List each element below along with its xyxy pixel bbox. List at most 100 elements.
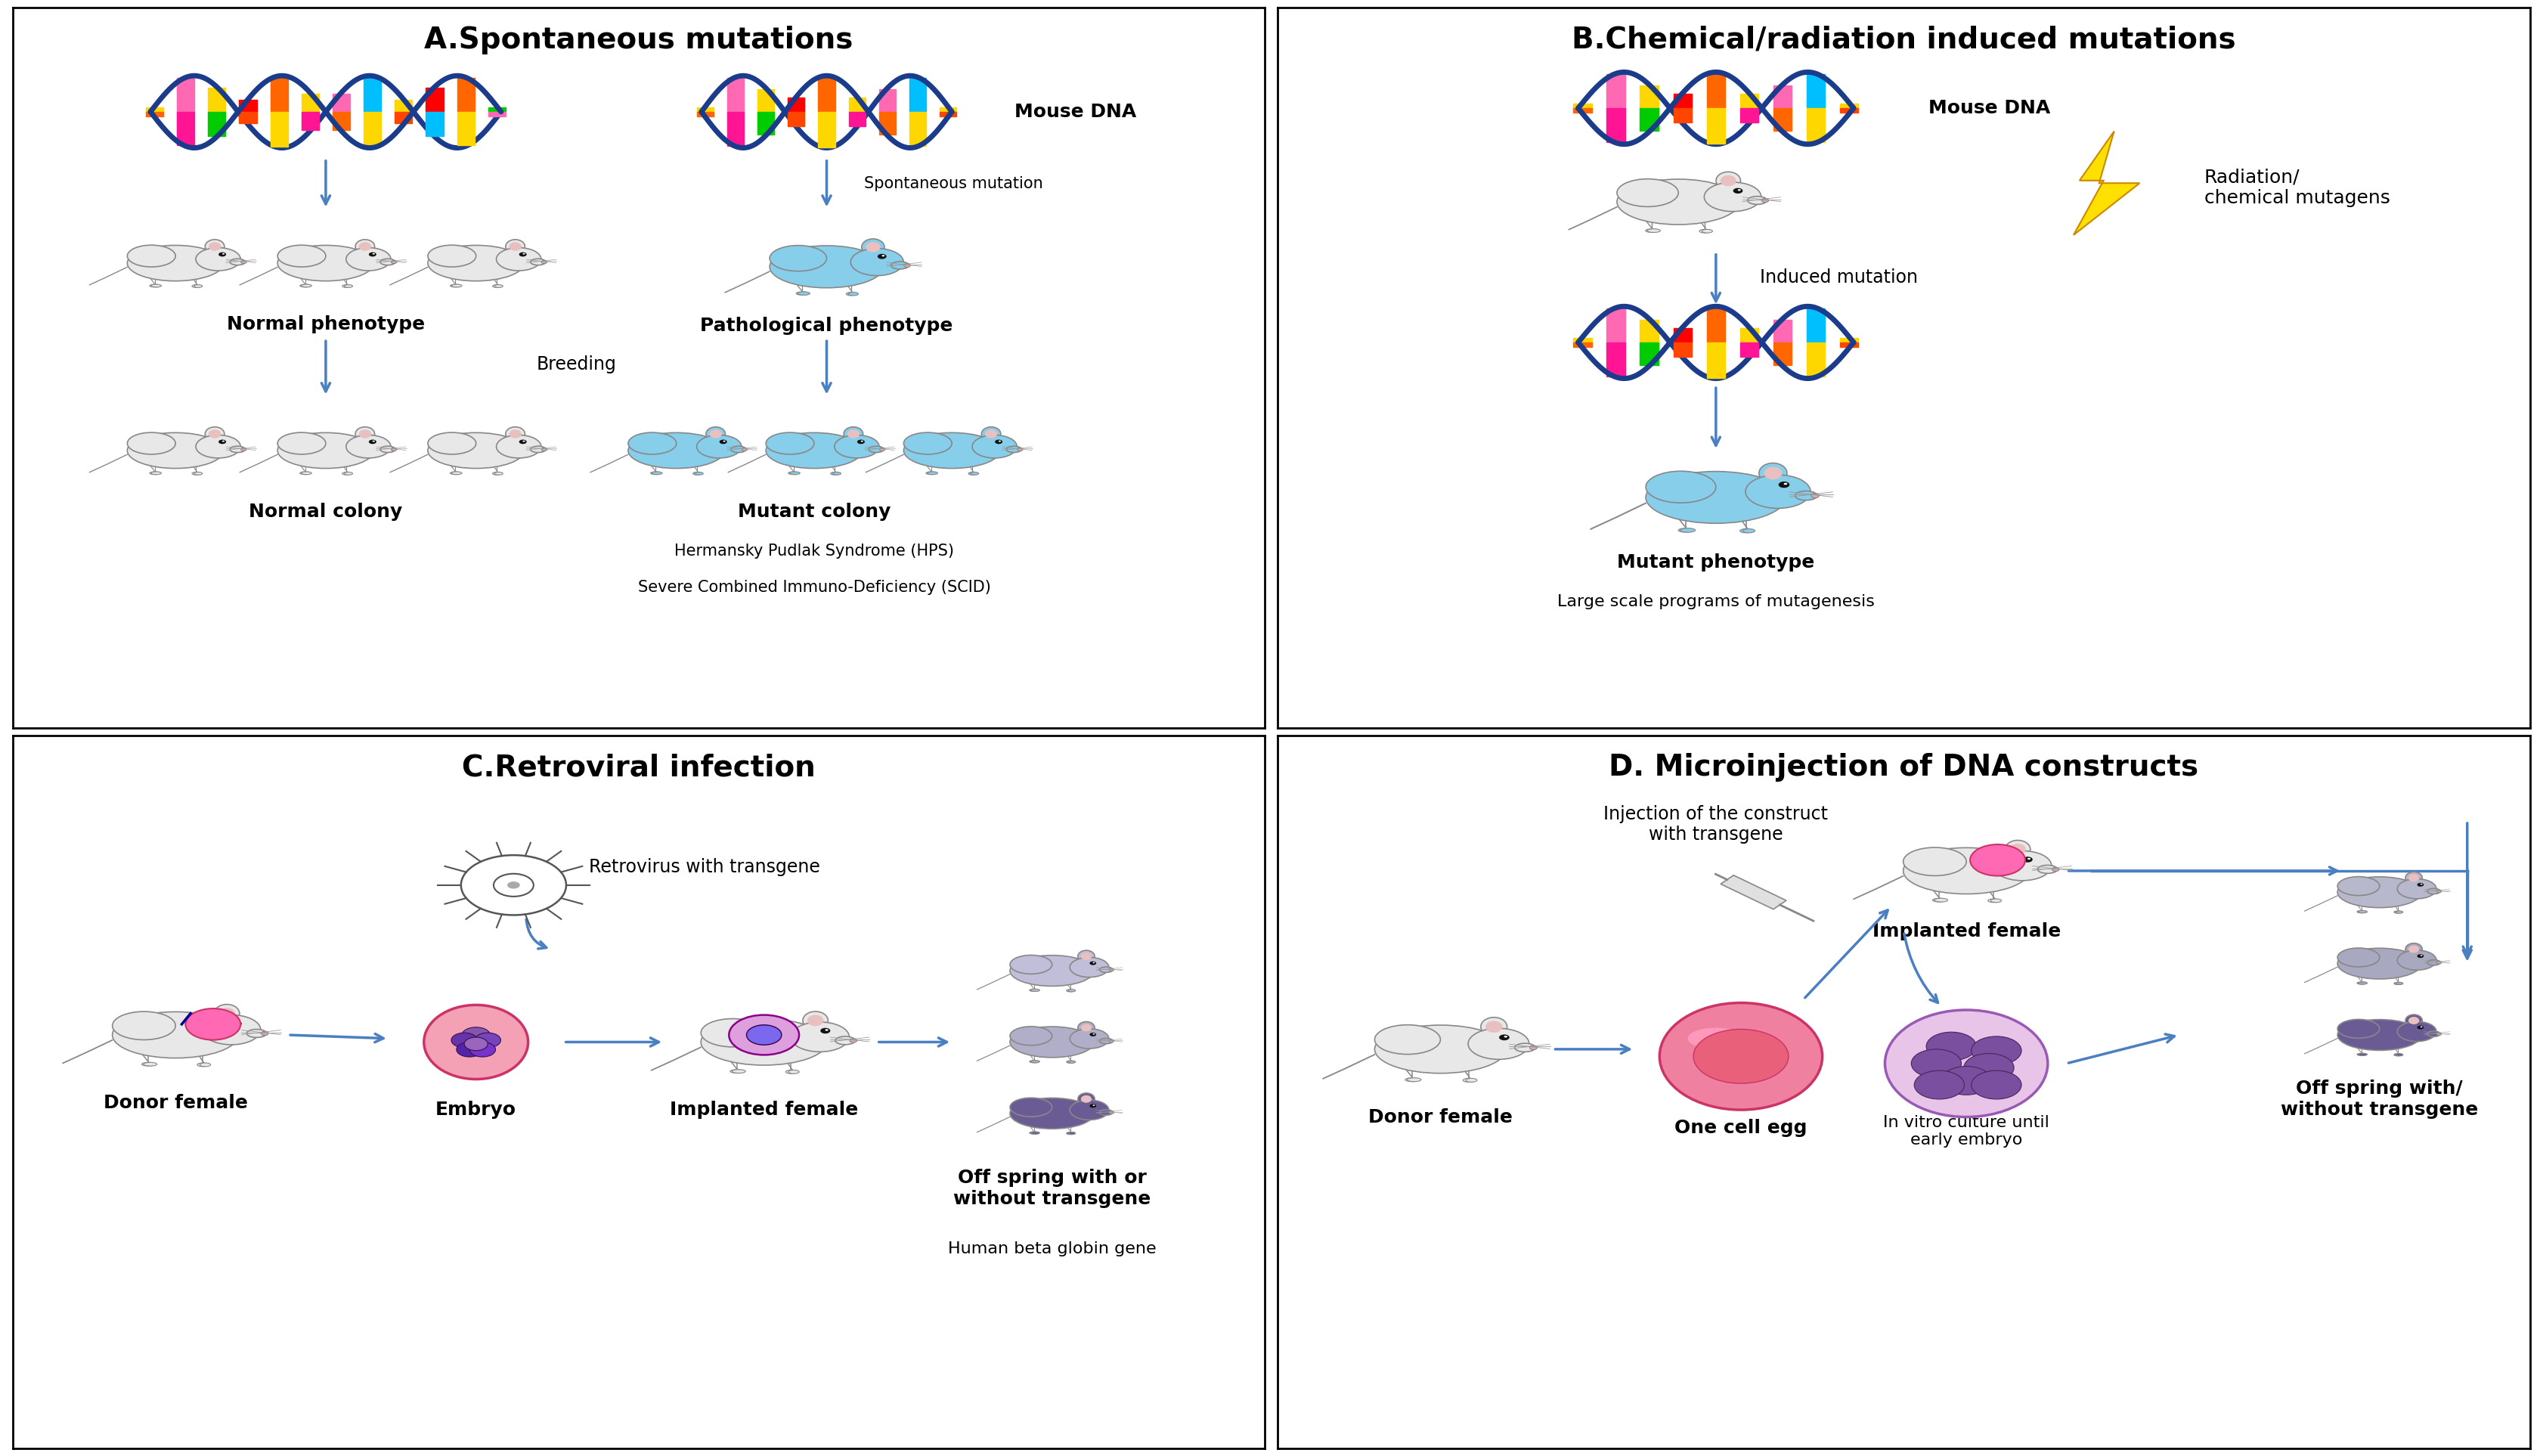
Circle shape (465, 1037, 488, 1051)
Ellipse shape (693, 472, 701, 475)
Bar (1740, 108, 1758, 122)
Bar (1608, 309, 1626, 342)
Bar (1839, 108, 1859, 114)
Ellipse shape (127, 432, 175, 454)
Bar (1806, 74, 1826, 108)
Circle shape (1971, 844, 2024, 877)
Ellipse shape (1681, 529, 1694, 533)
Ellipse shape (427, 432, 523, 469)
Ellipse shape (1011, 1026, 1095, 1057)
Circle shape (1737, 189, 1740, 191)
Bar (1572, 103, 1593, 108)
Bar (488, 112, 505, 116)
Ellipse shape (2405, 1015, 2423, 1026)
Ellipse shape (696, 472, 704, 475)
Bar (208, 87, 226, 112)
Ellipse shape (1031, 989, 1039, 992)
Ellipse shape (345, 285, 353, 287)
Circle shape (1763, 198, 1768, 202)
Ellipse shape (2337, 877, 2380, 895)
Ellipse shape (206, 240, 224, 253)
Ellipse shape (709, 430, 721, 438)
Ellipse shape (2357, 981, 2367, 984)
Bar (818, 77, 836, 112)
Ellipse shape (1067, 1061, 1074, 1063)
Bar (269, 77, 287, 112)
Text: A.Spontaneous mutations: A.Spontaneous mutations (424, 25, 853, 54)
Bar (269, 112, 287, 147)
Ellipse shape (927, 472, 937, 475)
Bar (333, 93, 351, 112)
Text: Implanted female: Implanted female (1872, 923, 2060, 941)
Ellipse shape (836, 1037, 856, 1044)
Ellipse shape (531, 259, 546, 265)
Circle shape (462, 1028, 490, 1044)
Ellipse shape (193, 285, 201, 287)
Bar (1707, 73, 1725, 108)
Ellipse shape (627, 432, 724, 469)
Bar (394, 112, 411, 124)
Ellipse shape (1717, 172, 1740, 189)
Bar (178, 112, 196, 146)
Ellipse shape (1902, 847, 2029, 894)
Ellipse shape (1067, 1133, 1074, 1134)
Ellipse shape (2037, 865, 2057, 874)
Bar (1773, 320, 1791, 342)
Ellipse shape (706, 427, 726, 441)
Ellipse shape (358, 430, 371, 438)
Ellipse shape (196, 435, 241, 459)
Circle shape (1110, 1040, 1115, 1042)
Ellipse shape (218, 1008, 236, 1019)
Circle shape (879, 448, 884, 451)
Ellipse shape (866, 242, 881, 252)
Circle shape (262, 1031, 269, 1035)
Bar (145, 108, 163, 112)
Ellipse shape (345, 472, 353, 475)
Ellipse shape (696, 435, 742, 459)
Ellipse shape (277, 245, 373, 281)
Circle shape (1783, 483, 1788, 485)
Circle shape (1925, 1032, 1976, 1060)
Ellipse shape (904, 432, 1001, 469)
Ellipse shape (231, 259, 244, 265)
Ellipse shape (1687, 1028, 1745, 1050)
Ellipse shape (381, 446, 396, 453)
Circle shape (391, 261, 396, 264)
Ellipse shape (701, 1019, 765, 1047)
Ellipse shape (803, 1012, 828, 1029)
Ellipse shape (2337, 948, 2380, 967)
Ellipse shape (277, 245, 325, 266)
Ellipse shape (277, 432, 373, 469)
Bar (457, 79, 475, 112)
Ellipse shape (1481, 1018, 1506, 1037)
Ellipse shape (150, 284, 160, 287)
Text: Mutant colony: Mutant colony (737, 502, 892, 521)
Text: Off spring with or
without transgene: Off spring with or without transgene (952, 1169, 1151, 1208)
Ellipse shape (1374, 1025, 1506, 1073)
Ellipse shape (1407, 1077, 1422, 1082)
Ellipse shape (2395, 911, 2400, 913)
Bar (909, 77, 927, 112)
Ellipse shape (2428, 888, 2441, 894)
Ellipse shape (1486, 1021, 1501, 1032)
Circle shape (826, 1029, 828, 1031)
Ellipse shape (1077, 951, 1095, 962)
Circle shape (236, 1022, 239, 1024)
Ellipse shape (1646, 472, 1786, 523)
Ellipse shape (193, 472, 201, 475)
Ellipse shape (427, 432, 475, 454)
Circle shape (1971, 1070, 2022, 1099)
Ellipse shape (300, 284, 310, 287)
Ellipse shape (343, 285, 351, 287)
Bar (1572, 342, 1593, 347)
Ellipse shape (1067, 990, 1074, 992)
Circle shape (1090, 1104, 1097, 1108)
Circle shape (1732, 188, 1742, 194)
Ellipse shape (1031, 1131, 1039, 1134)
Circle shape (1971, 1037, 2022, 1064)
Ellipse shape (2395, 1054, 2403, 1056)
Ellipse shape (356, 427, 376, 441)
Bar (1608, 74, 1626, 108)
Bar (302, 112, 320, 130)
Ellipse shape (848, 293, 859, 296)
